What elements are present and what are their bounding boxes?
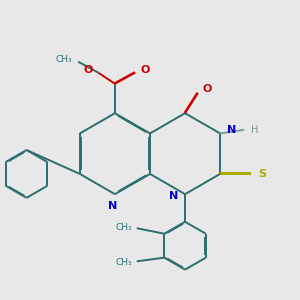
- Text: H: H: [251, 125, 258, 135]
- Text: O: O: [140, 65, 150, 75]
- Text: CH₃: CH₃: [116, 223, 132, 232]
- Text: N: N: [169, 191, 178, 201]
- Text: CH₃: CH₃: [116, 258, 132, 267]
- Text: CH₃: CH₃: [56, 55, 73, 64]
- Text: N: N: [227, 125, 236, 136]
- Text: O: O: [84, 65, 93, 75]
- Text: S: S: [258, 169, 266, 179]
- Text: O: O: [202, 84, 212, 94]
- Text: N: N: [109, 201, 118, 211]
